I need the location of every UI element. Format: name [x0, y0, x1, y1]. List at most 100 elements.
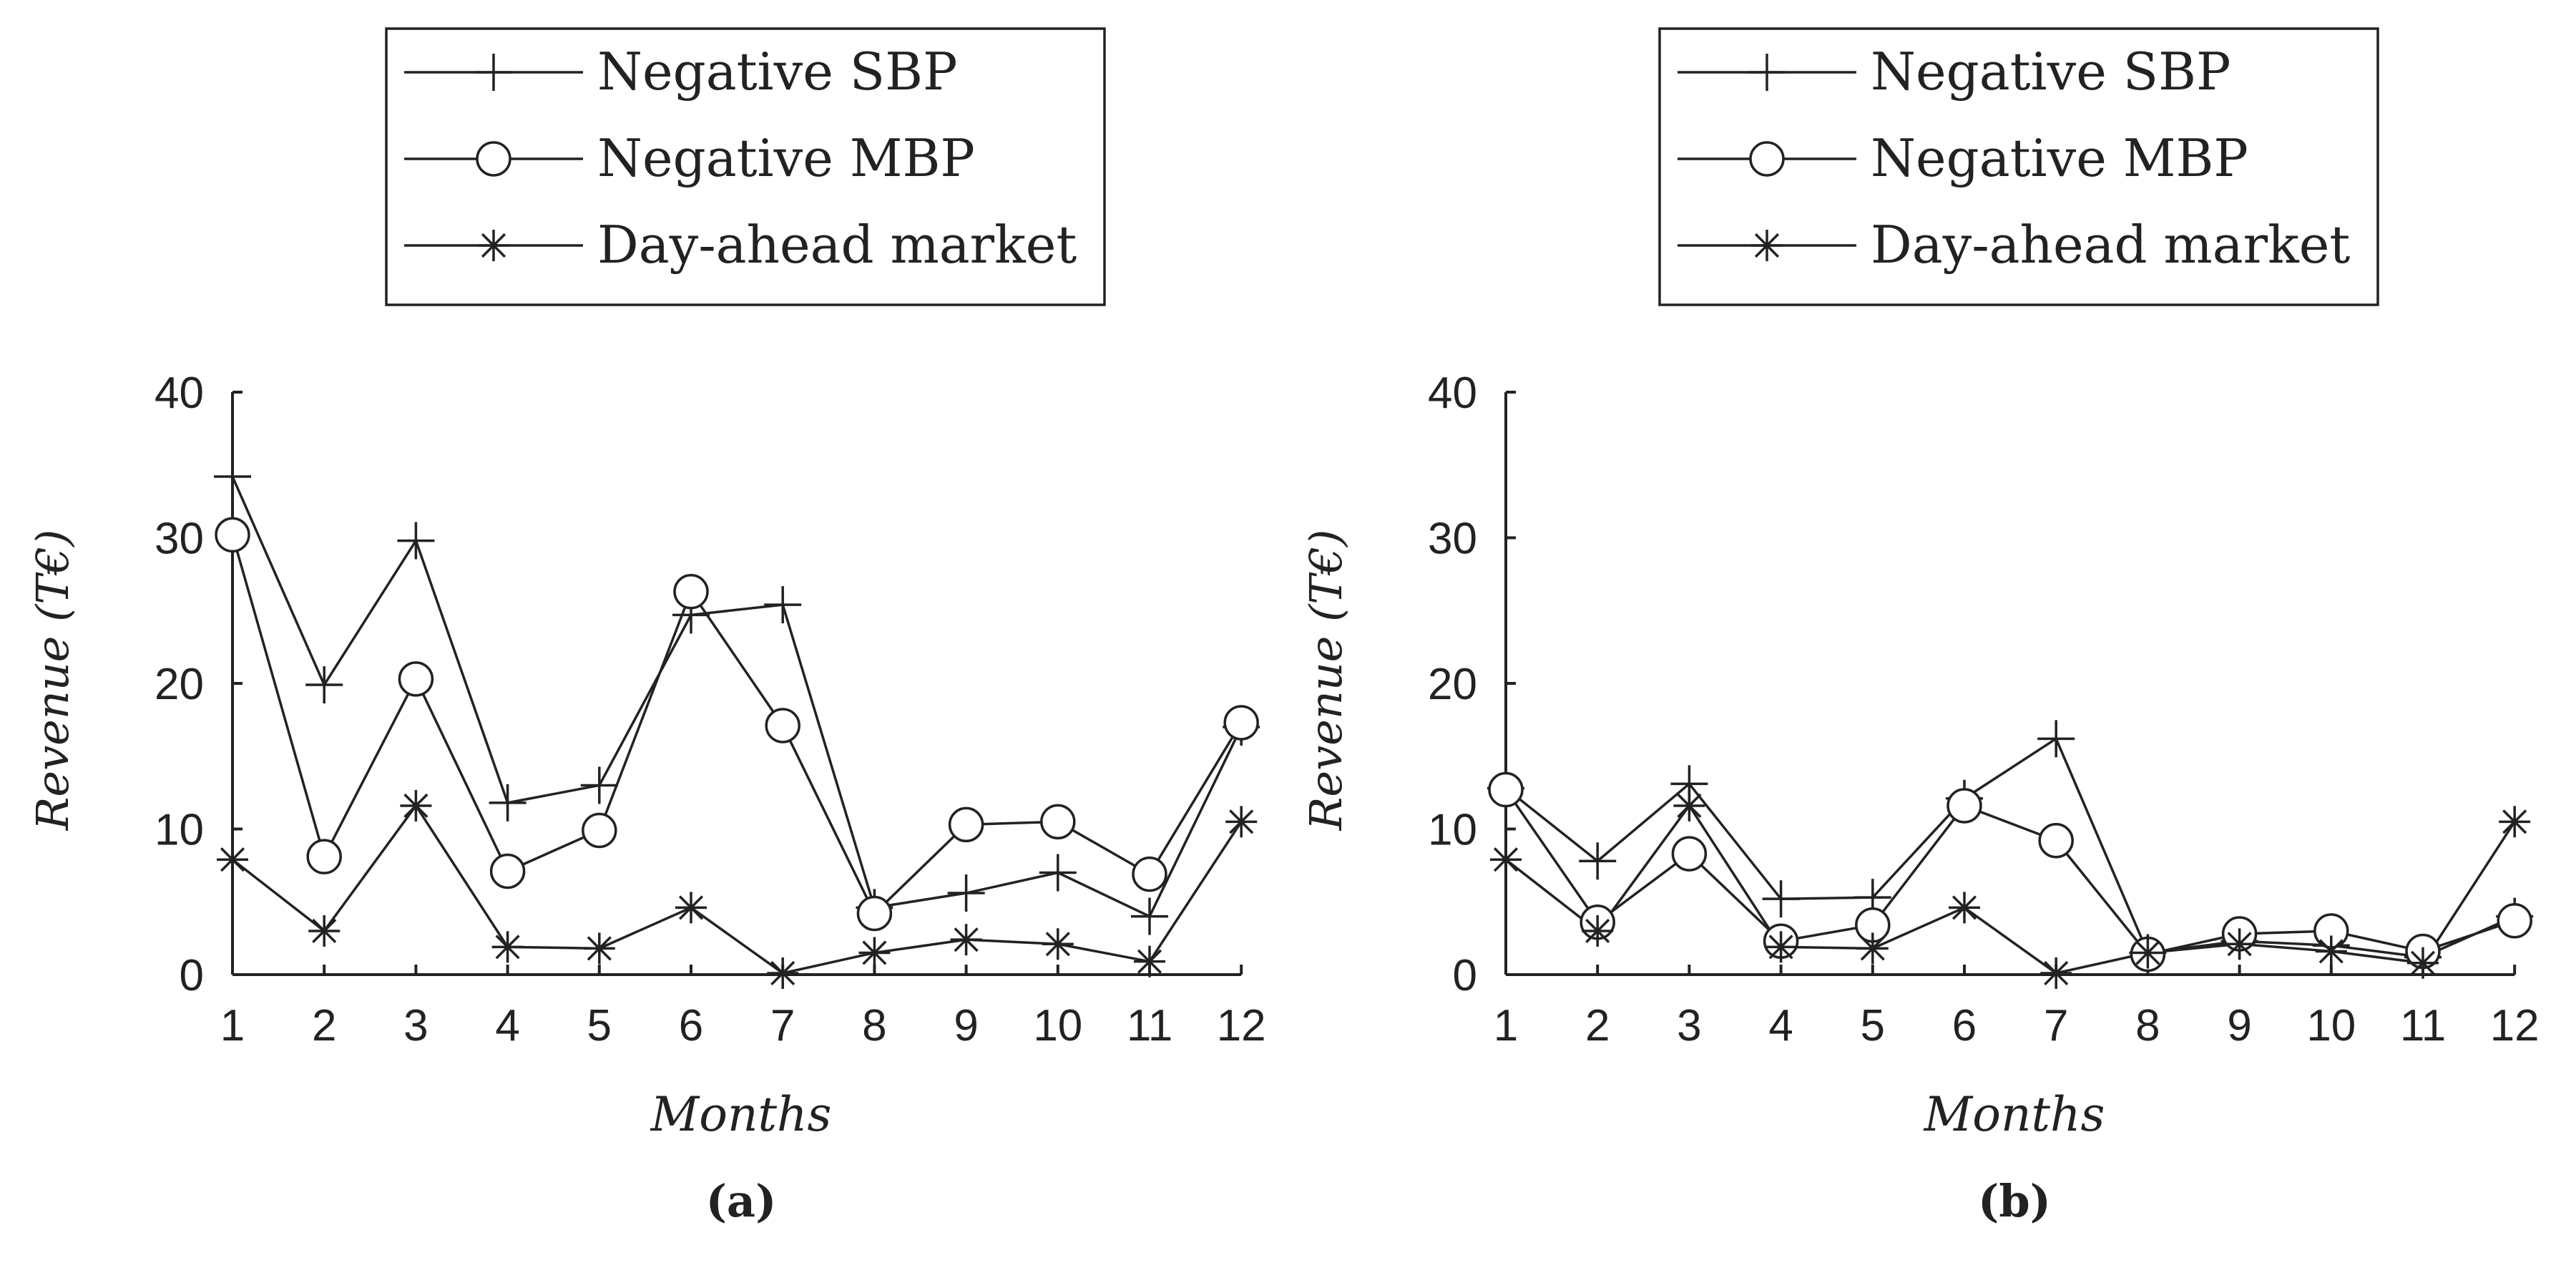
data-point-plus	[2037, 720, 2075, 758]
x-tick-label: 5	[587, 1001, 612, 1050]
x-tick-label: 7	[2044, 1001, 2068, 1050]
x-tick-label: 9	[954, 1001, 978, 1050]
x-tick-label: 3	[403, 1001, 428, 1050]
x-tick-label: 10	[1033, 1001, 1082, 1050]
y-axis-label: Revenue (T€)	[1300, 530, 1352, 832]
legend-label: Negative SBP	[1871, 42, 2230, 102]
data-point-asterisk	[1673, 789, 1705, 821]
series-line-asterisk	[1504, 804, 2516, 975]
y-tick-label: 40	[1428, 369, 1477, 418]
data-point-circle	[489, 853, 526, 889]
legend-label: Negative SBP	[597, 42, 957, 102]
x-tick-label: 12	[1217, 1001, 1266, 1050]
data-point-plus	[1039, 854, 1077, 892]
data-point-asterisk	[217, 844, 248, 876]
legend-label: Day-ahead market	[1871, 215, 2350, 275]
x-tick-label: 10	[2306, 1001, 2356, 1050]
data-point-circle	[1223, 705, 1259, 741]
y-tick-label: 0	[180, 951, 204, 1000]
data-point-asterisk	[950, 924, 982, 956]
legend-marker-circle	[476, 141, 511, 177]
legend-marker-asterisk	[478, 230, 509, 261]
series-line-asterisk	[231, 804, 1243, 975]
data-point-circle	[306, 839, 342, 874]
data-point-asterisk	[1225, 806, 1258, 838]
data-point-asterisk	[675, 892, 707, 924]
data-point-circle	[2038, 823, 2074, 859]
data-point-plus	[947, 874, 985, 912]
x-tick-label: 11	[2400, 1001, 2446, 1050]
data-point-asterisk	[1582, 915, 1614, 947]
data-point-circle	[2497, 902, 2532, 939]
y-tick-label: 20	[1428, 660, 1477, 709]
data-point-circle	[948, 806, 984, 843]
panel-label: (b)	[1978, 1175, 2051, 1227]
x-tick-label: 8	[2135, 1001, 2160, 1050]
data-point-circle	[1040, 804, 1076, 840]
data-point-plus	[214, 458, 251, 496]
data-point-asterisk	[2132, 937, 2164, 969]
x-tick-label: 9	[2227, 1001, 2251, 1050]
y-tick-label: 10	[155, 806, 204, 855]
data-point-plus	[1579, 842, 1617, 880]
data-point-asterisk	[2040, 957, 2072, 989]
x-tick-label: 3	[1677, 1001, 1701, 1050]
x-tick-label: 12	[2490, 1001, 2540, 1050]
series-line-plus	[1504, 737, 2515, 959]
data-point-asterisk	[1134, 945, 1165, 977]
data-point-plus	[764, 586, 802, 624]
y-tick-label: 0	[1453, 951, 1477, 1000]
data-point-plus	[1131, 897, 1168, 935]
y-tick-label: 20	[155, 660, 204, 709]
x-tick-label: 6	[1952, 1001, 1977, 1050]
data-point-circle	[673, 574, 709, 610]
y-axis-label: Revenue (T€)	[26, 530, 79, 832]
data-point-plus	[1762, 880, 1800, 918]
x-tick-label: 6	[679, 1001, 703, 1050]
y-tick-label: 40	[155, 369, 204, 418]
data-point-circle	[1671, 836, 1708, 872]
data-point-circle	[398, 661, 434, 697]
y-tick-label: 30	[155, 515, 204, 564]
data-point-circle	[856, 895, 893, 932]
legend-label: Negative MBP	[1871, 128, 2248, 188]
data-point-plus	[489, 784, 527, 821]
y-tick-label: 10	[1428, 806, 1477, 855]
legend-marker-asterisk	[1751, 230, 1783, 261]
data-point-circle	[215, 517, 250, 553]
data-point-asterisk	[1042, 928, 1074, 960]
data-point-asterisk	[2223, 928, 2256, 960]
data-point-asterisk	[767, 957, 799, 989]
data-point-plus	[580, 766, 618, 804]
legend: Negative SBP Negative MBP Day-ahead market	[404, 42, 1077, 275]
data-point-asterisk	[1490, 844, 1522, 876]
data-point-asterisk	[400, 789, 432, 821]
data-point-asterisk	[1765, 931, 1797, 963]
panel-b: Negative SBP Negative MBP Day-ahead market…	[1300, 27, 2540, 1227]
data-point-asterisk	[858, 937, 891, 969]
x-tick-label: 1	[220, 1001, 245, 1050]
x-tick-label: 2	[312, 1001, 336, 1050]
data-point-asterisk	[491, 931, 524, 963]
data-point-asterisk	[1949, 892, 1980, 924]
legend: Negative SBP Negative MBP Day-ahead market	[1678, 42, 2350, 275]
x-tick-label: 8	[862, 1001, 886, 1050]
data-point-asterisk	[1856, 932, 1889, 965]
legend-marker-plus	[475, 54, 512, 91]
legend-box	[385, 27, 1106, 306]
data-point-asterisk	[2499, 806, 2531, 838]
x-tick-label: 5	[1861, 1001, 1885, 1050]
x-tick-label: 7	[770, 1001, 795, 1050]
panel-a: Negative SBP Negative MBP Day-ahead market…	[26, 27, 1266, 1227]
data-point-circle	[765, 708, 800, 743]
x-tick-label: 2	[1585, 1001, 1610, 1050]
x-axis-label: Months	[650, 1087, 832, 1142]
data-point-asterisk	[583, 932, 615, 965]
legend-box	[1658, 27, 2379, 306]
x-tick-label: 4	[1768, 1001, 1793, 1050]
legend-label: Negative MBP	[597, 128, 975, 188]
data-point-circle	[1132, 856, 1167, 892]
series-line-plus	[231, 476, 1243, 918]
